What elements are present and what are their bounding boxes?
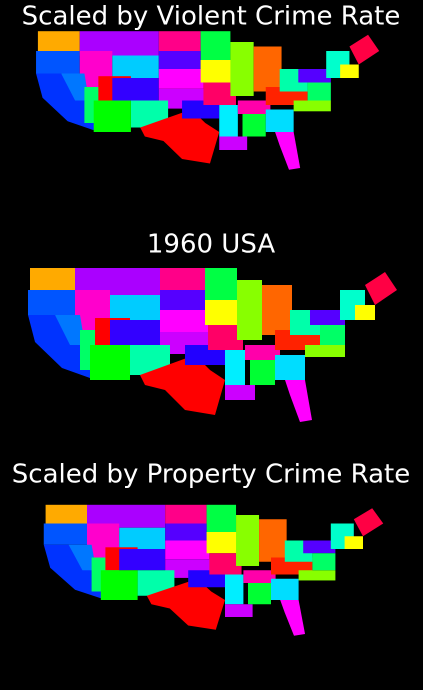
map-violent <box>36 31 380 170</box>
panel-title: 1960 USA <box>147 230 275 260</box>
map-1960 <box>28 268 397 422</box>
panel-title: Scaled by Violent Crime Rate <box>22 2 401 32</box>
map-property <box>43 504 384 636</box>
panel-title: Scaled by Property Crime Rate <box>12 460 410 490</box>
